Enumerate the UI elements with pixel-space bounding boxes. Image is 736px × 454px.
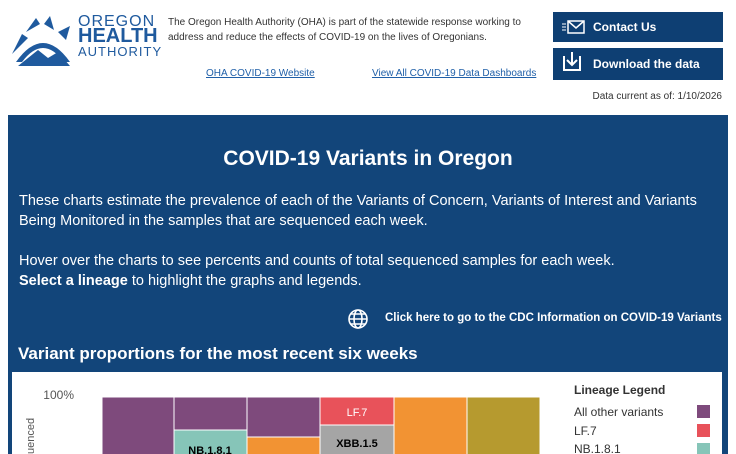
legend-item[interactable]: NB.1.8.1	[574, 442, 621, 454]
hover-text: Hover over the charts to see percents an…	[19, 253, 615, 269]
legend-swatch	[697, 443, 710, 454]
segment	[393, 396, 468, 454]
intro: These charts estimate the prevalence of …	[19, 193, 697, 229]
chart: 100% uenced NB.1.8.1 LF.7 XBB.1.5 Lineag…	[12, 372, 722, 454]
legend-item[interactable]: All other variants	[574, 405, 663, 419]
y-axis-label: uenced	[25, 418, 37, 454]
legend-swatch	[697, 424, 710, 437]
logo-line: OREGON	[78, 13, 156, 30]
segment	[246, 436, 321, 454]
segment-label: LF.7	[347, 407, 368, 419]
segment-label: XBB.1.5	[336, 438, 378, 450]
legend-title: Lineage Legend	[574, 383, 665, 397]
select-bold: Select a lineage	[19, 273, 128, 289]
legend-swatch	[697, 405, 710, 418]
segment-label: NB.1.8.1	[188, 445, 231, 454]
segment	[319, 396, 395, 426]
link[interactable]: OHA COVID-19 Website	[206, 68, 315, 79]
button-label[interactable]: Contact Us	[593, 20, 657, 34]
select-rest: to highlight the graphs and legends.	[131, 273, 362, 289]
logo-icon	[12, 16, 70, 66]
segment	[466, 396, 541, 454]
data-current: Data current as of: 1/10/2026	[592, 91, 722, 102]
link[interactable]: View All COVID-19 Data Dashboards	[372, 68, 537, 79]
section-title: Variant proportions for the most recent …	[18, 344, 418, 363]
legend-item[interactable]: LF.7	[574, 424, 597, 438]
cdc-link[interactable]: Click here to go to the CDC Information …	[385, 312, 722, 324]
logo-text: OREGON HEALTH AUTHORITY	[78, 13, 163, 60]
button[interactable]: Download the data	[553, 48, 723, 80]
button-label[interactable]: Download the data	[593, 57, 700, 71]
button[interactable]: Contact Us	[553, 12, 723, 42]
logo-line: HEALTH	[78, 25, 158, 47]
globe-icon	[348, 309, 368, 329]
legend	[563, 372, 722, 454]
logo-line: AUTHORITY	[78, 44, 163, 59]
main-title: COVID-19 Variants in Oregon	[223, 147, 513, 170]
description: The Oregon Health Authority (OHA) is par…	[168, 17, 521, 43]
select-text: Select a lineage to highlight the graphs…	[19, 271, 362, 291]
segment	[101, 396, 175, 454]
button-icons	[562, 20, 585, 71]
segment	[173, 396, 248, 431]
segment	[246, 396, 321, 438]
segment	[319, 424, 395, 454]
y-tick-label: 100%	[43, 388, 74, 402]
